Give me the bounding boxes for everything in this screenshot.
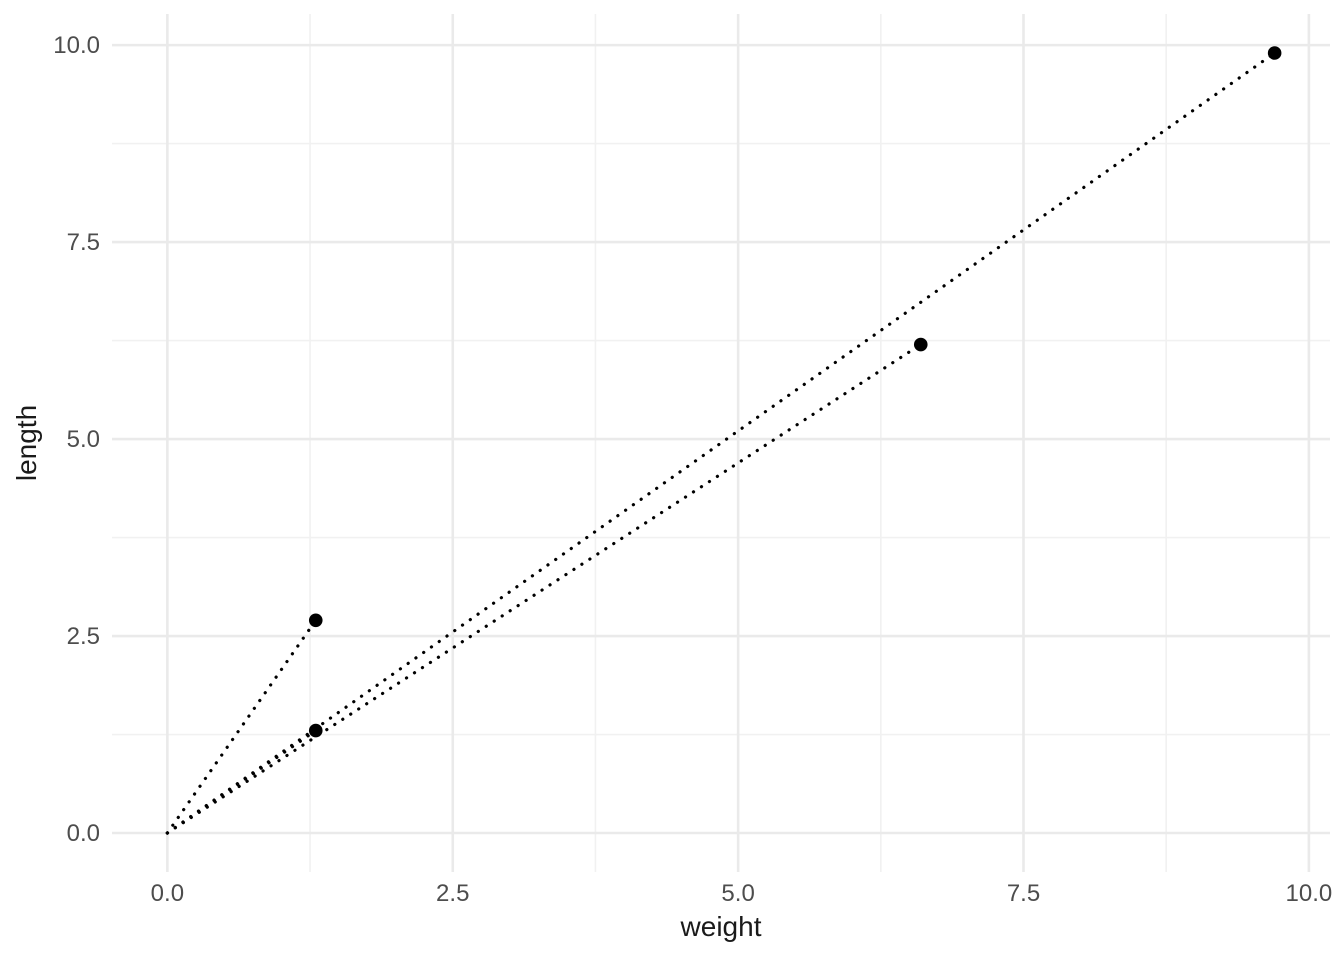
y-axis-title: length — [11, 404, 42, 482]
x-tick-label: 10.0 — [1286, 880, 1333, 907]
data-point — [308, 723, 323, 738]
x-tick-label: 2.5 — [436, 880, 469, 907]
x-axis-title: weight — [680, 911, 762, 942]
y-tick-label: 7.5 — [67, 229, 100, 256]
x-tick-label: 5.0 — [721, 880, 754, 907]
x-tick-label: 7.5 — [1007, 880, 1040, 907]
x-tick-label: 0.0 — [151, 880, 184, 907]
data-point — [913, 337, 928, 352]
y-tick-label: 5.0 — [67, 426, 100, 453]
data-point — [1267, 46, 1282, 60]
data-point — [308, 613, 323, 628]
y-tick-label: 10.0 — [53, 32, 100, 59]
y-tick-label: 2.5 — [67, 623, 100, 650]
y-tick-label: 0.0 — [67, 820, 100, 847]
